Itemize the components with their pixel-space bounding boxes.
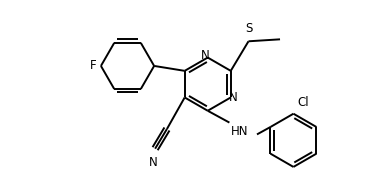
Text: HN: HN — [231, 125, 249, 138]
Text: N: N — [149, 156, 158, 169]
Text: Cl: Cl — [297, 96, 309, 109]
Text: N: N — [229, 91, 238, 104]
Text: F: F — [89, 59, 96, 72]
Text: N: N — [200, 49, 209, 62]
Text: S: S — [245, 22, 252, 35]
